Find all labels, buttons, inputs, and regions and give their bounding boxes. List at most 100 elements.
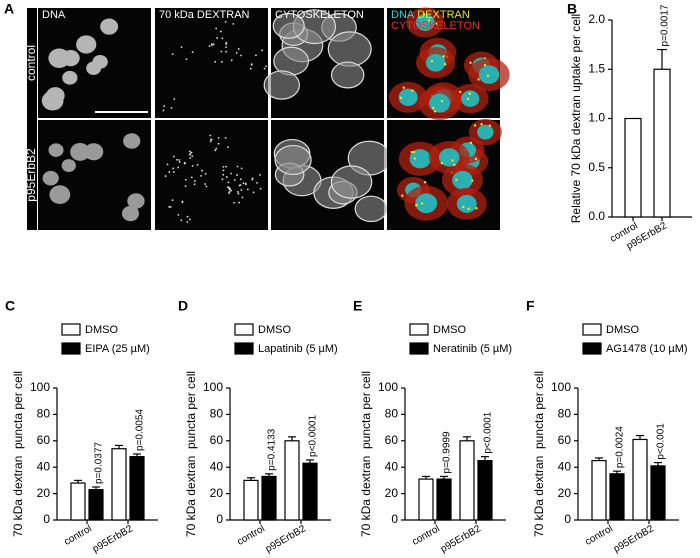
column-label: DNA <box>42 9 66 21</box>
puncta <box>210 138 212 141</box>
puncta <box>178 161 181 163</box>
puncta <box>228 187 231 190</box>
legend-swatch <box>409 342 429 355</box>
y-tick-label: 0.0 <box>588 209 605 223</box>
puncta <box>242 182 245 185</box>
puncta <box>240 167 243 170</box>
puncta <box>222 165 225 168</box>
puncta <box>241 196 244 199</box>
x-tick-label: control <box>410 523 441 548</box>
puncta <box>250 63 253 66</box>
x-tick-label: control <box>235 523 266 548</box>
panel-letter: E <box>353 298 362 314</box>
puncta <box>265 65 267 68</box>
p-value: p=0.4133 <box>267 428 278 470</box>
nucleus <box>477 124 494 140</box>
bar <box>436 478 452 521</box>
puncta <box>221 178 224 181</box>
nucleus <box>123 133 141 149</box>
y-tick-label: 0 <box>43 512 50 526</box>
nucleus <box>461 90 480 107</box>
puncta <box>183 162 186 165</box>
p-value: p<0.0001 <box>308 415 319 457</box>
puncta <box>225 41 228 44</box>
bar <box>129 456 145 521</box>
puncta <box>480 123 483 126</box>
puncta <box>189 157 192 160</box>
puncta <box>451 159 454 162</box>
micrographs <box>27 7 510 230</box>
bar <box>609 473 625 521</box>
y-tick-label: 2.0 <box>588 12 605 26</box>
puncta <box>215 27 218 30</box>
puncta <box>209 140 212 143</box>
puncta <box>227 186 230 189</box>
nucleus <box>76 35 97 54</box>
p-value: p=0.0024 <box>615 426 626 468</box>
puncta <box>475 207 478 210</box>
puncta <box>169 205 172 208</box>
nucleus <box>415 193 438 214</box>
y-tick-label: 80 <box>558 407 572 421</box>
y-tick-label: 80 <box>37 407 51 421</box>
y-axis-label: 70 kDa dextran puncta per cell <box>359 371 373 537</box>
puncta <box>222 169 225 172</box>
puncta <box>217 142 220 145</box>
puncta <box>189 152 192 155</box>
puncta <box>410 150 413 154</box>
puncta <box>430 59 434 63</box>
legend-label: DMSO <box>433 324 466 336</box>
puncta <box>196 163 199 166</box>
nucleus <box>100 18 119 35</box>
puncta <box>180 46 183 48</box>
nucleus <box>48 143 64 157</box>
nucleus <box>42 170 59 186</box>
merge-label: DNA DEXTRAN CYTOSKELETON <box>391 9 480 32</box>
puncta <box>205 185 208 188</box>
puncta <box>184 178 187 181</box>
x-tick-label: control <box>583 523 614 548</box>
puncta <box>235 51 238 54</box>
puncta <box>237 48 240 50</box>
panel-letter: B <box>567 1 577 17</box>
p-value: p=0.0054 <box>135 409 146 451</box>
y-axis-label: 70 kDa dextran puncta per cell <box>184 371 198 537</box>
nucleus <box>456 194 477 213</box>
bar <box>477 460 493 521</box>
p-value: p=0.0377 <box>94 442 105 484</box>
puncta <box>208 45 211 47</box>
puncta <box>221 37 224 40</box>
y-tick-label: 100 <box>378 380 398 394</box>
bar <box>653 68 671 218</box>
puncta <box>188 150 191 153</box>
y-tick-label: 100 <box>203 380 223 394</box>
nucleus <box>478 65 500 84</box>
legend-label: Neratinib (5 µM) <box>433 343 512 355</box>
label-strip <box>27 8 37 230</box>
puncta <box>477 78 480 81</box>
puncta <box>230 59 233 62</box>
puncta <box>232 23 235 25</box>
puncta <box>163 105 166 108</box>
puncta <box>204 183 207 185</box>
puncta <box>263 67 266 70</box>
y-axis-label: 70 kDa dextran puncta per cell <box>532 371 546 537</box>
puncta <box>238 184 241 187</box>
puncta <box>471 179 474 182</box>
puncta <box>168 206 171 208</box>
puncta <box>469 61 472 65</box>
cell <box>330 165 373 199</box>
puncta <box>204 172 207 175</box>
puncta <box>233 179 236 181</box>
legend-swatch <box>234 342 254 355</box>
column-label: CYTOSKELETON <box>275 9 364 21</box>
y-tick-label: 100 <box>30 380 50 394</box>
merge-label-part: DEXTRAN <box>417 9 470 21</box>
nucleus <box>92 54 108 69</box>
bar <box>261 475 277 521</box>
puncta <box>488 124 492 127</box>
puncta <box>401 194 404 197</box>
puncta <box>432 106 435 110</box>
y-tick-label: 20 <box>37 486 51 500</box>
puncta <box>440 99 444 103</box>
